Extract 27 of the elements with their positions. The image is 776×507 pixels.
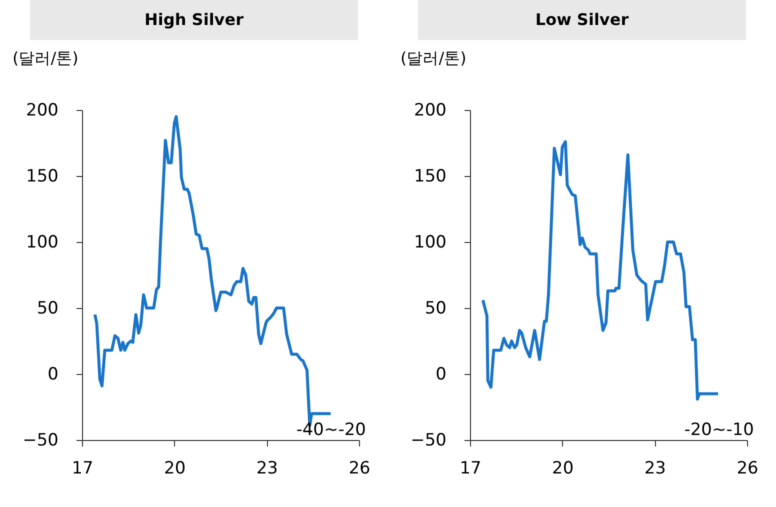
x-tick-label: 17 [72,458,94,478]
x-tick-label: 23 [256,458,278,478]
y-tick-label: 200 [26,100,58,120]
annotation: -40~-20 [296,420,366,440]
y-tick-label: −50 [22,430,58,450]
y-tick-label: 100 [414,232,446,252]
x-tick-label: 26 [736,458,758,478]
chart-title: High Silver [30,0,358,40]
x-tick-label: 20 [164,458,186,478]
y-tick-label: 0 [48,364,58,384]
y-tick-label: 100 [26,232,58,252]
y-axis-title: (달러/톤) [400,48,466,68]
chart-title: Low Silver [418,0,746,40]
y-tick-label: 0 [436,364,446,384]
y-tick-label: −50 [410,430,446,450]
x-tick-label: 20 [552,458,574,478]
y-tick-label: 50 [424,298,446,318]
y-tick-label: 150 [414,166,446,186]
annotation: -20~-10 [684,420,754,440]
line-series [481,140,720,401]
y-tick-label: 50 [36,298,58,318]
x-tick-label: 23 [644,458,666,478]
x-tick-label: 26 [348,458,370,478]
y-axis-title: (달러/톤) [12,48,78,68]
x-tick-label: 17 [460,458,482,478]
y-tick-label: 200 [414,100,446,120]
y-tick-label: 150 [26,166,58,186]
